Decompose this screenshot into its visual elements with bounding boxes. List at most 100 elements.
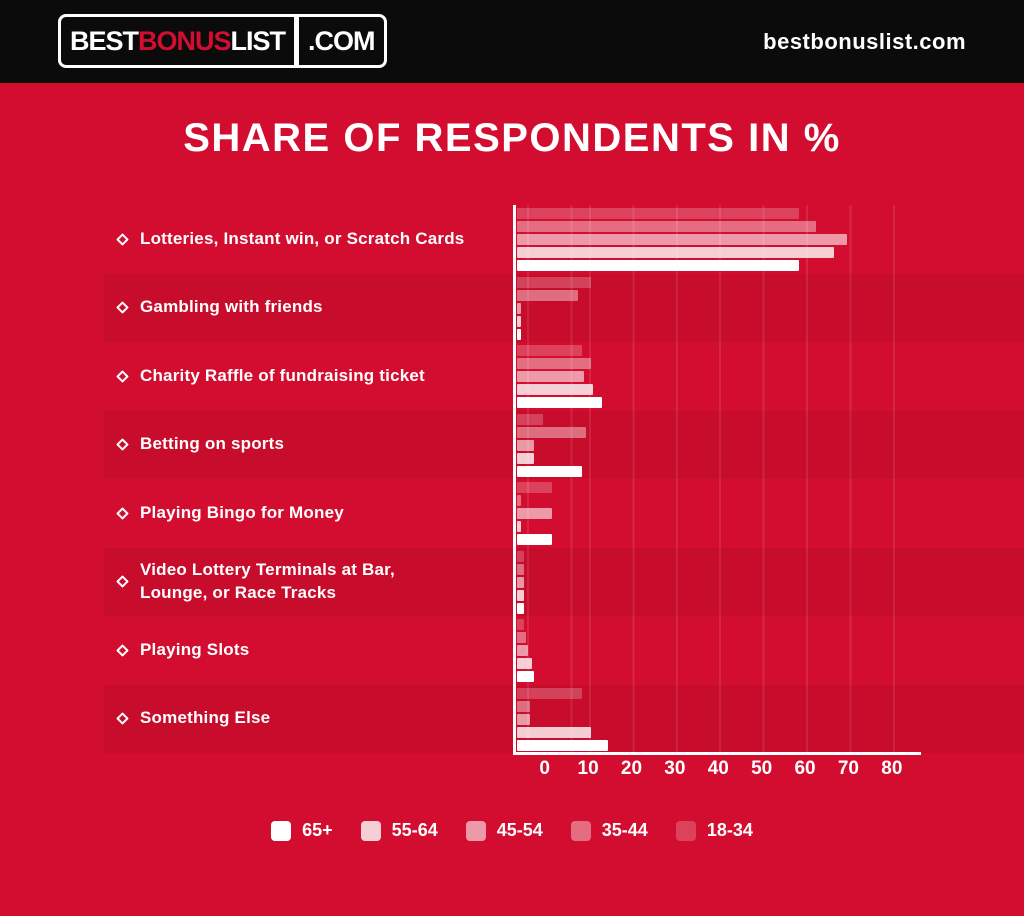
diamond-icon xyxy=(116,506,129,520)
x-axis-ticks: 0 10 20 30 40 50 60 70 80 xyxy=(523,758,914,780)
bar-18-34 xyxy=(517,687,583,699)
legend-swatch xyxy=(570,820,591,841)
legend-swatch xyxy=(675,820,696,841)
category-row: Charity Raffle of fundraising ticket xyxy=(0,342,1024,411)
logo-text-bonus: BONUS xyxy=(138,25,232,56)
legend-label: 35-44 xyxy=(601,820,648,840)
category-label-cell: Something Else xyxy=(0,685,513,754)
bar-18-34 xyxy=(517,413,544,425)
bar-chart: Lotteries, Instant win, or Scratch Cards… xyxy=(0,205,1024,755)
bar-55-64 xyxy=(517,658,533,669)
category-label: Video Lottery Terminals at Bar, Lounge, … xyxy=(140,559,395,602)
category-label-cell: Betting on sports xyxy=(0,411,513,480)
diamond-icon xyxy=(116,232,129,246)
bar-18-34 xyxy=(517,276,591,288)
bar-45-54 xyxy=(517,302,522,314)
logo-text-com: .COM xyxy=(308,25,375,56)
bar-65+ xyxy=(517,260,800,271)
legend-label: 18-34 xyxy=(706,820,753,840)
category-row: Something Else xyxy=(0,684,1024,754)
bar-35-44 xyxy=(517,426,587,438)
logo-text-list: LIST xyxy=(230,25,286,56)
legend-item: 45-54 xyxy=(465,820,543,841)
diamond-icon xyxy=(116,643,129,657)
bar-55-64 xyxy=(517,247,834,258)
category-label-cell: Video Lottery Terminals at Bar, Lounge, … xyxy=(0,548,513,617)
legend-item: 55-64 xyxy=(360,820,438,841)
legend-swatch xyxy=(360,820,381,841)
logo-text-best: BEST xyxy=(70,25,139,56)
bar-35-44 xyxy=(517,563,524,575)
bar-18-34 xyxy=(517,345,583,356)
tick-label: 40 xyxy=(707,758,729,779)
bar-55-64 xyxy=(517,589,524,601)
tick-label: 20 xyxy=(620,758,643,779)
tick-label: 50 xyxy=(751,758,773,779)
category-bars xyxy=(513,342,1024,411)
header: BESTBONUSLIST .COM bestbonuslist.com xyxy=(0,0,1024,83)
bar-65+ xyxy=(517,671,535,682)
category-label-cell: Charity Raffle of fundraising ticket xyxy=(0,342,513,411)
diamond-icon xyxy=(116,369,129,383)
bar-45-54 xyxy=(517,371,585,382)
legend-item: 35-44 xyxy=(570,820,648,841)
category-bars xyxy=(513,411,1024,480)
bar-65+ xyxy=(517,534,552,545)
diamond-icon xyxy=(116,438,129,452)
diamond-icon xyxy=(116,712,129,726)
tick-label: 0 xyxy=(539,758,550,779)
x-axis-line xyxy=(513,752,921,755)
bar-65+ xyxy=(517,602,524,614)
bar-65+ xyxy=(517,739,609,751)
tick-label: 10 xyxy=(577,758,599,779)
bar-18-34 xyxy=(517,482,552,493)
tick-label: 80 xyxy=(881,758,903,779)
category-label-cell: Gambling with friends xyxy=(0,274,513,343)
category-bars xyxy=(513,274,1024,343)
bar-35-44 xyxy=(517,495,522,506)
diamond-icon xyxy=(116,301,129,315)
bar-65+ xyxy=(517,465,583,477)
category-label: Lotteries, Instant win, or Scratch Cards xyxy=(140,228,465,248)
bar-18-34 xyxy=(517,208,800,219)
bar-45-54 xyxy=(517,645,528,656)
bar-65+ xyxy=(517,328,522,340)
category-label: Betting on sports xyxy=(140,434,285,454)
chart-title: SHARE OF RESPONDENTS IN % xyxy=(183,116,841,160)
tick-label: 70 xyxy=(837,758,859,779)
category-bars xyxy=(513,616,1024,685)
category-label-cell: Playing Bingo for Money xyxy=(0,479,513,548)
category-label-cell: Playing Slots xyxy=(0,616,513,685)
legend-swatch xyxy=(271,820,292,841)
logo-divider xyxy=(294,17,300,65)
category-bars xyxy=(513,205,1024,274)
category-row: Video Lottery Terminals at Bar, Lounge, … xyxy=(0,547,1024,617)
legend-swatch xyxy=(465,820,486,841)
bar-55-64 xyxy=(517,384,593,395)
category-row: Playing Bingo for Money xyxy=(0,479,1024,548)
category-bars xyxy=(513,548,1024,617)
legend-item: 65+ xyxy=(271,820,333,841)
legend-label: 45-54 xyxy=(496,820,543,840)
bar-35-44 xyxy=(517,358,591,369)
category-row: Gambling with friends xyxy=(0,273,1024,343)
category-bars xyxy=(513,685,1024,754)
logo-wordmark: BESTBONUSLIST xyxy=(61,26,294,57)
category-label: Playing Bingo for Money xyxy=(140,502,344,522)
category-row: Betting on sports xyxy=(0,410,1024,480)
category-label-cell: Lotteries, Instant win, or Scratch Cards xyxy=(0,205,513,274)
bar-35-44 xyxy=(517,221,817,232)
site-logo[interactable]: BESTBONUSLIST .COM xyxy=(58,14,387,68)
y-axis-line xyxy=(513,205,516,755)
category-label: Gambling with friends xyxy=(140,297,323,317)
bar-35-44 xyxy=(517,632,526,643)
legend-label: 55-64 xyxy=(391,820,438,840)
chart-rows: Lotteries, Instant win, or Scratch Cards… xyxy=(0,205,1024,753)
bar-45-54 xyxy=(517,508,552,519)
site-url-text: bestbonuslist.com xyxy=(763,28,966,54)
category-row: Playing Slots xyxy=(0,616,1024,685)
category-row: Lotteries, Instant win, or Scratch Cards xyxy=(0,205,1024,274)
bar-55-64 xyxy=(517,452,535,464)
bar-45-54 xyxy=(517,439,535,451)
diamond-icon xyxy=(116,575,129,589)
